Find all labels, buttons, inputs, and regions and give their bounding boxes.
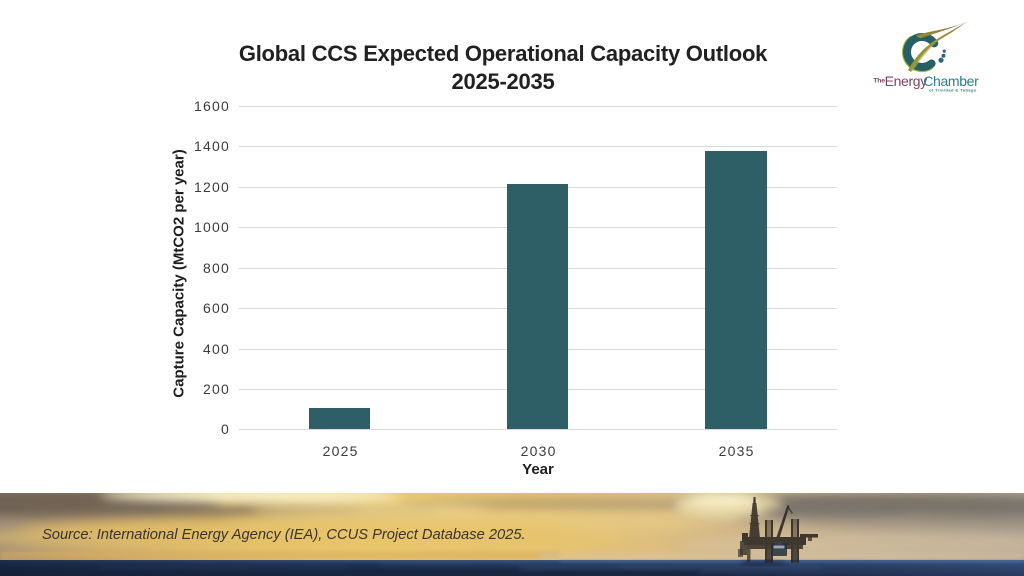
svg-text:The: The: [873, 78, 885, 85]
svg-text:Energy: Energy: [885, 73, 928, 89]
svg-text:of Trinidad & Tobago: of Trinidad & Tobago: [929, 87, 977, 92]
svg-text:Chamber: Chamber: [923, 73, 979, 89]
